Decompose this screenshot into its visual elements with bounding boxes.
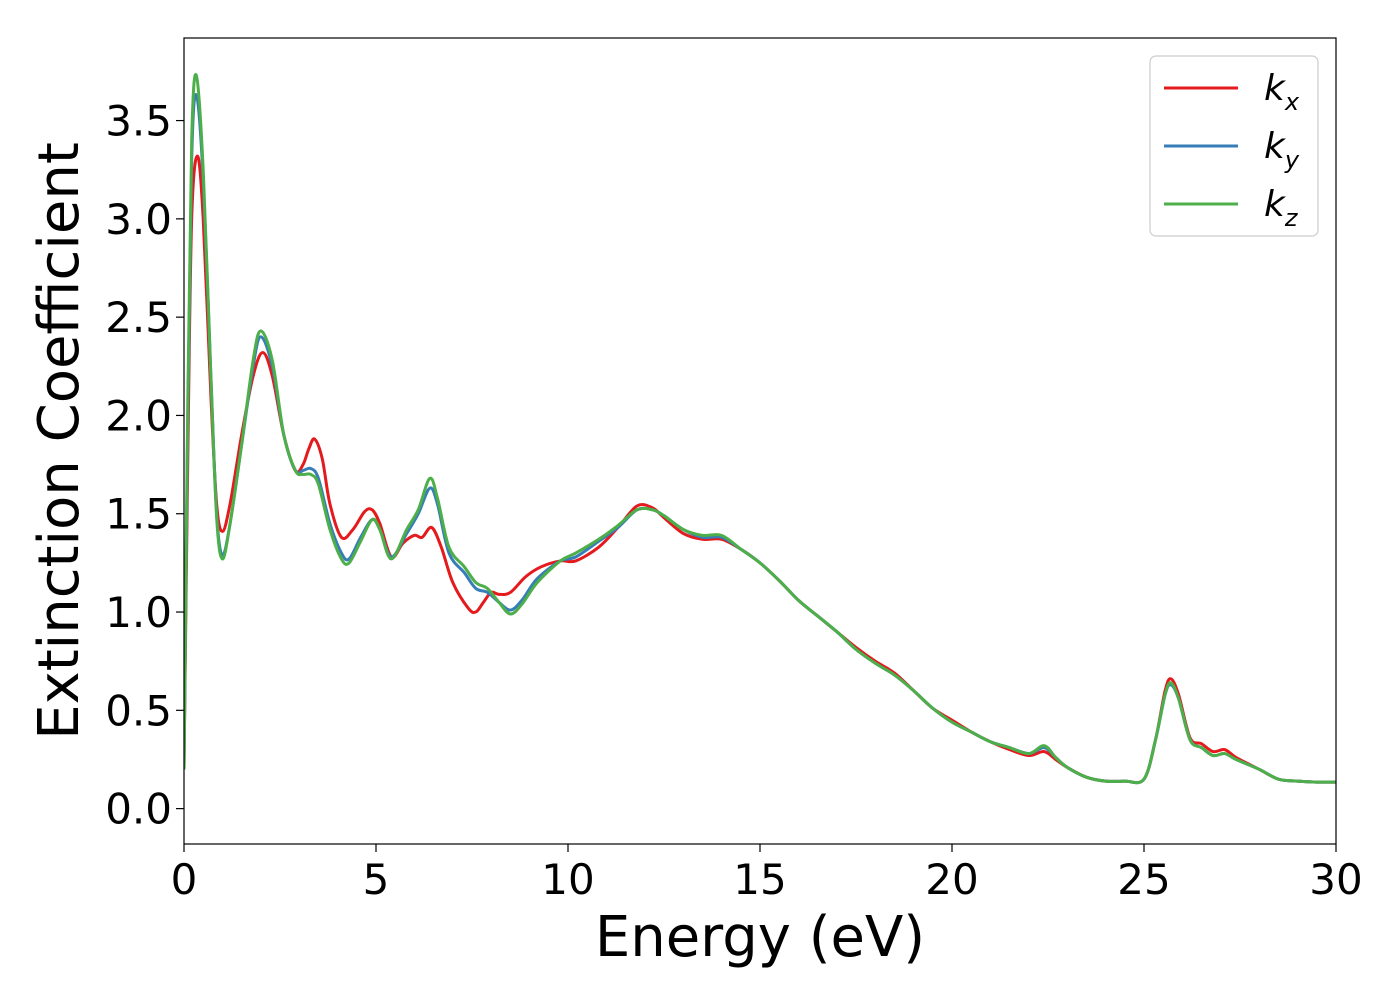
x-tick-label: 20	[925, 855, 978, 904]
legend-label-base: k	[1264, 126, 1287, 167]
legend-label-subscript: z	[1284, 204, 1299, 232]
x-tick-label: 30	[1309, 855, 1362, 904]
legend-label-base: k	[1264, 184, 1287, 225]
plot-area	[184, 38, 1336, 844]
x-axis: 0 5 10 15 20 25 30	[171, 844, 1363, 904]
series-line-kz	[184, 73, 1336, 785]
y-tick-label: 2.0	[105, 391, 172, 440]
legend-label-kx: kx	[1264, 68, 1300, 116]
x-tick-label: 0	[171, 855, 198, 904]
legend-label-ky: ky	[1264, 126, 1300, 174]
y-tick-label: 3.0	[105, 195, 172, 244]
legend-label-subscript: y	[1284, 146, 1300, 174]
x-tick-label: 5	[363, 855, 390, 904]
y-tick-label: 2.5	[105, 293, 172, 342]
x-tick-label: 25	[1117, 855, 1170, 904]
legend-label-subscript: x	[1284, 88, 1300, 116]
legend-label-kz: kz	[1264, 184, 1299, 232]
x-tick-label: 10	[541, 855, 594, 904]
x-axis-label: Energy (eV)	[595, 905, 925, 970]
x-tick-label: 15	[733, 855, 786, 904]
y-tick-label: 1.5	[105, 490, 172, 539]
y-tick-label: 1.0	[105, 588, 172, 637]
y-axis: 0.0 0.5 1.0 1.5 2.0 2.5 3.0 3.5	[105, 97, 184, 834]
legend-label-base: k	[1264, 68, 1287, 109]
y-tick-label: 0.5	[105, 686, 172, 735]
y-tick-label: 0.0	[105, 785, 172, 834]
y-tick-label: 3.5	[105, 97, 172, 146]
series-layer	[184, 73, 1336, 785]
y-axis-label: Extinction Coefficient	[27, 142, 92, 740]
